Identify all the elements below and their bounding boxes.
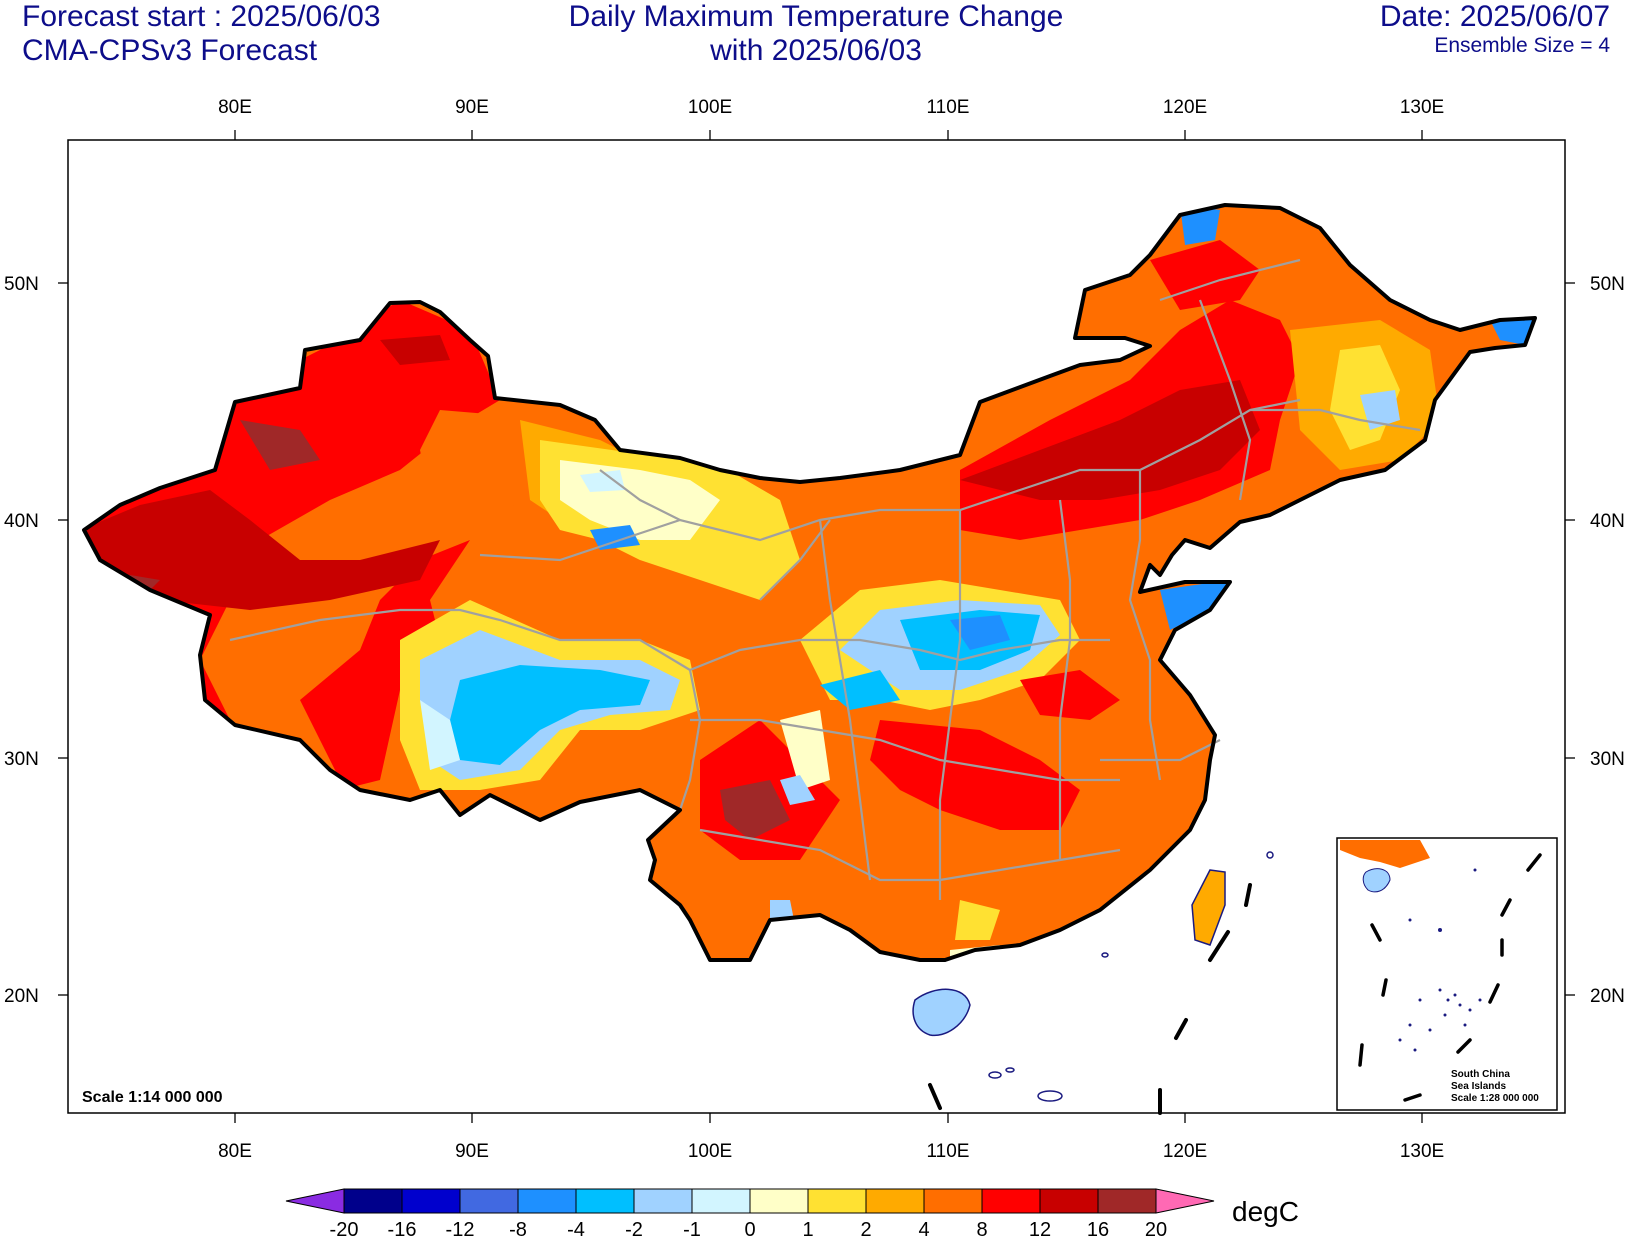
lon-label-bottom: 120E — [1163, 1141, 1207, 1162]
colorbar-tick-label: 4 — [918, 1219, 929, 1241]
small-islands — [988, 851, 1274, 1102]
colorbar-swatch — [749, 1188, 809, 1214]
colorbar-swatch — [343, 1188, 403, 1214]
colorbar-tick-label: 0 — [744, 1219, 755, 1241]
forecast-info: Forecast start : 2025/06/03 CMA-CPSv3 Fo… — [22, 0, 381, 68]
colorbar-tick-label: -2 — [625, 1219, 643, 1241]
lat-label-left: 50N — [4, 274, 39, 295]
lon-label-top: 120E — [1163, 97, 1207, 118]
inset-scale-label: Scale 1:28 000 000 — [1451, 1093, 1539, 1104]
colorbar-tick-label: -4 — [567, 1219, 585, 1241]
colorbar-tick-label: -1 — [683, 1219, 701, 1241]
lat-label-right: 30N — [1590, 749, 1625, 770]
lon-label-top: 130E — [1400, 97, 1444, 118]
ensemble-size-label: Ensemble Size = 4 — [1434, 34, 1610, 57]
colorbar-arrow-low — [285, 1188, 345, 1214]
colorbar-swatch — [459, 1188, 519, 1214]
lat-label-left: 40N — [4, 511, 39, 532]
longitude-labels: 80E 90E 100E 110E 120E 130E 80E 90E 100E… — [218, 97, 1444, 1162]
lat-label-right: 40N — [1590, 511, 1625, 532]
taiwan-island — [1191, 869, 1226, 946]
colorbar-tick-label: 20 — [1145, 1219, 1167, 1241]
lon-label-top: 100E — [688, 97, 732, 118]
map-scale-label: Scale 1:14 000 000 — [82, 1089, 223, 1106]
inset-label-line-1: South China — [1451, 1069, 1510, 1080]
title-line-1: Daily Maximum Temperature Change — [568, 0, 1064, 33]
title-line-2: with 2025/06/03 — [710, 34, 922, 67]
colorbar-swatch — [401, 1188, 461, 1214]
valid-date-label: Date: 2025/06/07 — [1379, 0, 1610, 33]
colorbar-swatch — [517, 1188, 577, 1214]
lon-label-bottom: 90E — [455, 1141, 489, 1162]
colorbar-tick-label: -16 — [388, 1219, 417, 1241]
lat-label-right: 50N — [1590, 274, 1625, 295]
latitude-labels: 50N 40N 30N 20N 50N 40N 30N 20N — [4, 274, 1625, 1007]
lon-label-top: 90E — [455, 97, 489, 118]
lon-label-bottom: 110E — [927, 1141, 970, 1162]
colorbar-swatch — [807, 1188, 867, 1214]
colorbar: -20 -16 -12 -8 -4 -2 -1 0 1 2 4 8 12 16 20 — [285, 1188, 1215, 1241]
south-china-sea-inset: South China Sea Islands Scale 1:28 000 0… — [1336, 837, 1558, 1111]
inset-label-line-2: Sea Islands — [1451, 1081, 1506, 1092]
colorbar-tick-label: 16 — [1087, 1219, 1109, 1241]
colorbar-tick-label: 2 — [860, 1219, 871, 1241]
colorbar-swatch — [865, 1188, 925, 1214]
lat-label-left: 30N — [4, 749, 39, 770]
colorbar-swatch — [633, 1188, 693, 1214]
colorbar-swatch — [1039, 1188, 1099, 1214]
maritime-boundary — [928, 883, 1252, 1115]
colorbar-tick-label: -20 — [330, 1219, 359, 1241]
colorbar-swatch — [981, 1188, 1041, 1214]
hainan-island — [912, 988, 971, 1037]
colorbar-tick-label: -12 — [446, 1219, 475, 1241]
lat-label-left: 20N — [4, 986, 39, 1007]
forecast-start-label: Forecast start : 2025/06/03 — [22, 0, 381, 33]
province-boundaries — [229, 258, 1421, 900]
colorbar-arrow-high — [1155, 1188, 1215, 1214]
colorbar-units-label: degC — [1232, 1196, 1299, 1227]
lat-label-right: 20N — [1590, 986, 1625, 1007]
colorbar-tick-label: 8 — [976, 1219, 987, 1241]
colorbar-swatch — [691, 1188, 751, 1214]
lon-label-bottom: 130E — [1400, 1141, 1444, 1162]
colorbar-tick-label: 12 — [1029, 1219, 1051, 1241]
colorbar-swatch — [923, 1188, 983, 1214]
map-title: Daily Maximum Temperature Change with 20… — [0, 0, 1632, 68]
model-name-label: CMA-CPSv3 Forecast — [22, 34, 318, 67]
lon-label-top: 80E — [218, 97, 252, 118]
axis-tick-marks — [58, 130, 1575, 1123]
date-info: Date: 2025/06/07 Ensemble Size = 4 — [1380, 0, 1610, 58]
lon-label-bottom: 100E — [688, 1141, 732, 1162]
colorbar-tick-label: 1 — [802, 1219, 813, 1241]
lon-label-bottom: 80E — [218, 1141, 252, 1162]
colorbar-swatch — [575, 1188, 635, 1214]
colorbar-tick-label: -8 — [509, 1219, 527, 1241]
lon-label-top: 110E — [927, 97, 970, 118]
colorbar-swatch — [1097, 1188, 1157, 1214]
